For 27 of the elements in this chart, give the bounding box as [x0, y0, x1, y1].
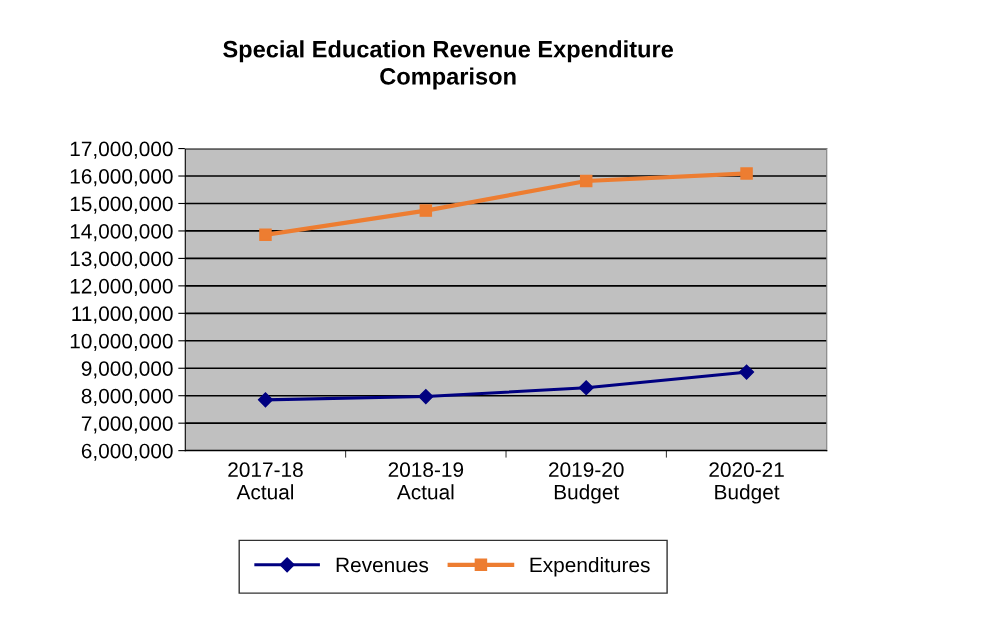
point: [418, 388, 434, 405]
y-tick-label: 11,000,000: [72, 306, 173, 324]
point: [579, 174, 593, 188]
y-tick-label: 10,000,000: [70, 333, 173, 351]
y-tick-label: 13,000,000: [70, 251, 173, 269]
point: [259, 228, 272, 242]
y-tick-label: 15,000,000: [70, 196, 173, 214]
y-tick-label: 8,000,000: [81, 388, 173, 406]
y-tick-label: 9,000,000: [81, 361, 173, 379]
y-tick-label: 7,000,000: [81, 416, 173, 434]
y-tick-label: 17,000,000: [70, 141, 173, 159]
legend-label: Expenditures: [530, 557, 650, 577]
y-tick-label: 12,000,000: [70, 278, 173, 297]
x-tick-label: 2020-21 Budget: [709, 462, 784, 504]
y-tick-label: 16,000,000: [70, 169, 173, 187]
point: [257, 392, 274, 408]
chart-title: Special Education Revenue Expenditure Comparison: [223, 40, 673, 90]
legend-label: Revenues: [336, 557, 429, 573]
x-tick-label: 2017-18 Actual: [228, 462, 303, 500]
x-tick-label: 2019-20 Budget: [549, 462, 624, 504]
y-tick-label: 6,000,000: [81, 443, 173, 461]
y-tick-label: 14,000,000: [70, 223, 173, 242]
x-tick-label: 2018-19 Actual: [388, 462, 464, 500]
point: [738, 364, 755, 380]
point: [419, 204, 433, 217]
point: [578, 380, 594, 396]
point: [740, 167, 753, 180]
